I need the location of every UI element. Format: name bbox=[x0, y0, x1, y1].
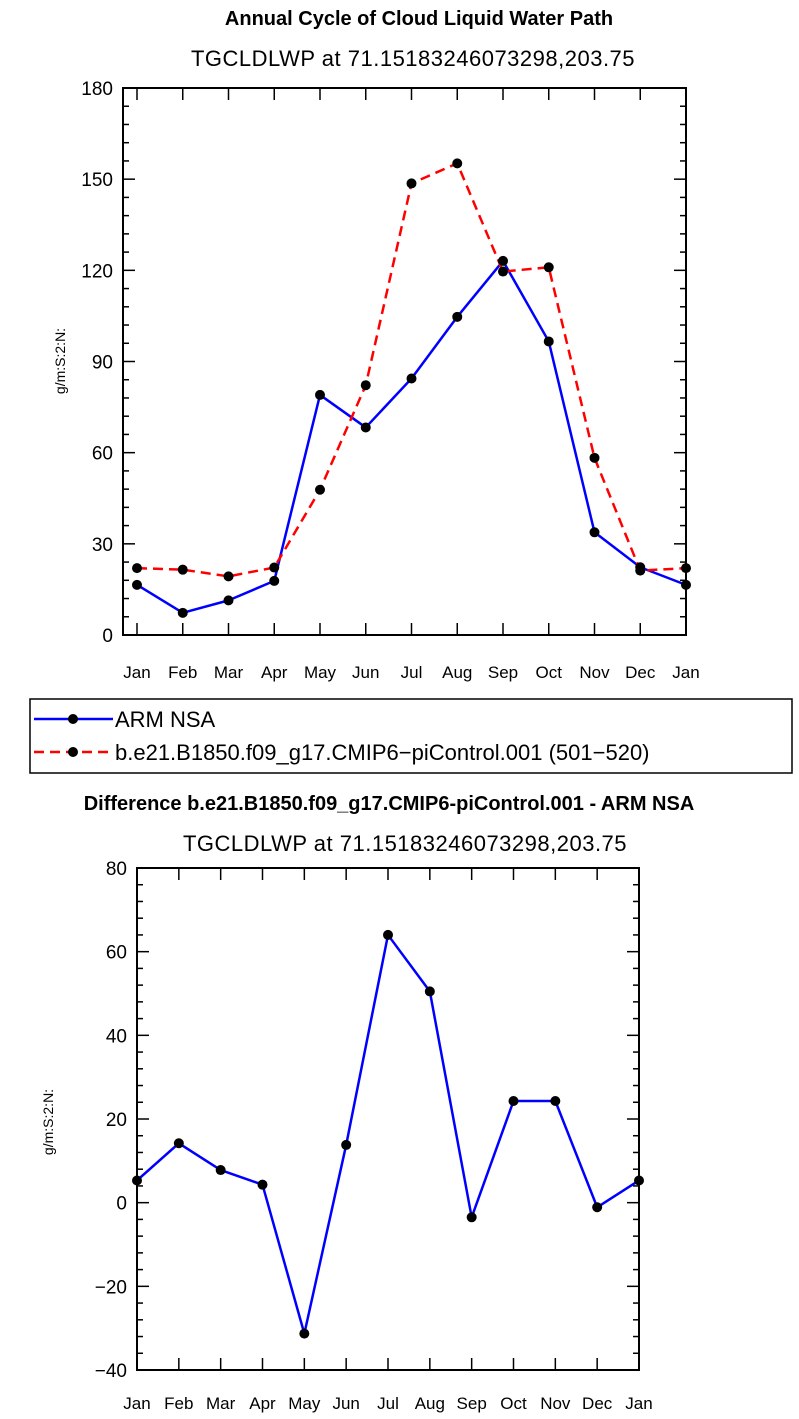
chart2-ytick-label: 40 bbox=[106, 1026, 127, 1047]
chart1-data-point bbox=[132, 579, 142, 590]
chart1-data-point bbox=[589, 527, 600, 538]
chart1-data-point bbox=[406, 373, 417, 384]
chart1-data-point bbox=[406, 178, 417, 189]
chart1-data-point bbox=[269, 562, 280, 573]
chart2-ytick-label: −20 bbox=[95, 1277, 127, 1298]
chart1-data-point bbox=[132, 563, 142, 574]
chart1-ytick-label: 30 bbox=[92, 535, 113, 556]
chart2-data-point bbox=[424, 986, 435, 997]
chart2-data-point bbox=[383, 929, 393, 940]
chart1-month-label: Mar bbox=[214, 663, 244, 682]
chart1-ytick-label: 180 bbox=[81, 79, 113, 100]
chart1-ytick-label: 120 bbox=[81, 261, 113, 282]
chart1-data-point bbox=[269, 575, 280, 586]
legend-label-model: b.e21.B1850.f09_g17.CMIP6−piControl.001 … bbox=[115, 740, 650, 765]
chart2-month-label: Aug bbox=[415, 1394, 445, 1413]
chart1-data-point bbox=[177, 564, 188, 575]
chart2-month-label: Jun bbox=[332, 1394, 359, 1413]
chart1-data-point bbox=[315, 484, 325, 495]
chart1-month-label: May bbox=[304, 663, 337, 682]
chart1-title: Annual Cycle of Cloud Liquid Water Path bbox=[225, 8, 613, 30]
chart2-data-point bbox=[466, 1212, 477, 1223]
chart1-month-label: Apr bbox=[261, 663, 288, 682]
chart1-data-point bbox=[681, 563, 691, 574]
chart1-plot-frame bbox=[122, 87, 687, 636]
chart2-data-point bbox=[299, 1328, 310, 1339]
chart1-ytick-label: 150 bbox=[81, 170, 113, 191]
legend-marker-arm-nsa bbox=[68, 714, 78, 724]
chart1-data-point bbox=[635, 565, 646, 576]
chart1-ytick-label: 60 bbox=[92, 444, 113, 465]
chart1-data-point bbox=[360, 380, 371, 391]
chart2-month-label: Jan bbox=[123, 1394, 150, 1413]
legend-marker-model bbox=[68, 747, 78, 757]
chart2-ytick-label: 20 bbox=[106, 1110, 127, 1131]
chart2-data-point bbox=[592, 1202, 603, 1213]
legend-label-arm-nsa: ARM NSA bbox=[115, 707, 216, 732]
chart2-data-point bbox=[634, 1175, 644, 1186]
chart1-axes: 0 30 60 90 120 150 180 Jan Feb Mar Apr May Jun Jul Aug… bbox=[81, 79, 699, 682]
chart1-month-label: Nov bbox=[579, 663, 610, 682]
chart1-data-point bbox=[681, 579, 691, 590]
chart2-month-label: Jan bbox=[625, 1394, 652, 1413]
chart2-month-label: Nov bbox=[540, 1394, 571, 1413]
chart2-month-label: Feb bbox=[164, 1394, 193, 1413]
chart1-month-label: Feb bbox=[168, 663, 197, 682]
chart2-data-point bbox=[215, 1165, 226, 1176]
chart1-data-point bbox=[315, 389, 325, 400]
chart2-month-label: May bbox=[288, 1394, 321, 1413]
chart1-month-label: Aug bbox=[442, 663, 472, 682]
chart2-ylabel: g/m:S:2:N: bbox=[40, 1089, 56, 1155]
chart1-data-point bbox=[543, 336, 554, 347]
chart1-month-label: Jan bbox=[123, 663, 150, 682]
chart1-data-point bbox=[498, 255, 508, 266]
chart1-month-label: Sep bbox=[488, 663, 518, 682]
chart1-data-point bbox=[223, 595, 234, 606]
chart2-month-label: Mar bbox=[206, 1394, 236, 1413]
chart2-ytick-label: 80 bbox=[106, 859, 127, 880]
chart1-series bbox=[132, 158, 691, 618]
chart1-data-point bbox=[589, 452, 600, 463]
chart2-subtitle: TGCLDLWP at 71.15183246073298,203.75 bbox=[183, 831, 627, 856]
chart1-ytick-label: 0 bbox=[102, 626, 113, 647]
chart2-ytick-label: −40 bbox=[95, 1361, 127, 1382]
chart1-series-line-1 bbox=[136, 162, 687, 578]
chart2-plot-frame bbox=[136, 867, 640, 1371]
chart1-month-label: Dec bbox=[625, 663, 656, 682]
chart1-month-label: Oct bbox=[536, 663, 563, 682]
chart1-data-point bbox=[223, 571, 234, 582]
chart2-data-point bbox=[550, 1096, 561, 1107]
chart1-data-point bbox=[452, 311, 463, 322]
chart2-month-label: Sep bbox=[457, 1394, 487, 1413]
chart2-data-point bbox=[173, 1138, 184, 1149]
chart2-data-point bbox=[257, 1179, 268, 1190]
chart1-subtitle: TGCLDLWP at 71.15183246073298,203.75 bbox=[191, 46, 635, 71]
chart2-month-label: Dec bbox=[582, 1394, 613, 1413]
chart1-ylabel: g/m:S:2:N: bbox=[52, 328, 68, 394]
chart1-data-point bbox=[177, 607, 188, 618]
chart2-month-label: Oct bbox=[500, 1394, 527, 1413]
chart2-month-label: Apr bbox=[249, 1394, 276, 1413]
chart1-month-label: Jan bbox=[672, 663, 699, 682]
legend-box bbox=[29, 698, 793, 774]
chart1-ytick-label: 90 bbox=[92, 353, 113, 374]
chart2-series bbox=[132, 929, 644, 1339]
chart2-title: Difference b.e21.B1850.f09_g17.CMIP6-piC… bbox=[84, 793, 695, 815]
chart2-data-point bbox=[341, 1139, 352, 1150]
chart2-month-label: Jul bbox=[377, 1394, 399, 1413]
chart1-data-point bbox=[543, 262, 554, 273]
chart1-month-label: Jul bbox=[401, 663, 423, 682]
chart1-data-point bbox=[452, 158, 463, 169]
chart1-data-point bbox=[498, 266, 508, 277]
chart2-data-point bbox=[508, 1096, 519, 1107]
chart2-ytick-label: 60 bbox=[106, 943, 127, 964]
chart1-data-point bbox=[360, 422, 371, 433]
chart2-data-point bbox=[132, 1175, 142, 1186]
chart2-ytick-label: 0 bbox=[116, 1194, 127, 1215]
chart1-month-label: Jun bbox=[352, 663, 379, 682]
chart1-series-line-0 bbox=[136, 259, 687, 615]
chart2-series-line-0 bbox=[136, 933, 640, 1335]
